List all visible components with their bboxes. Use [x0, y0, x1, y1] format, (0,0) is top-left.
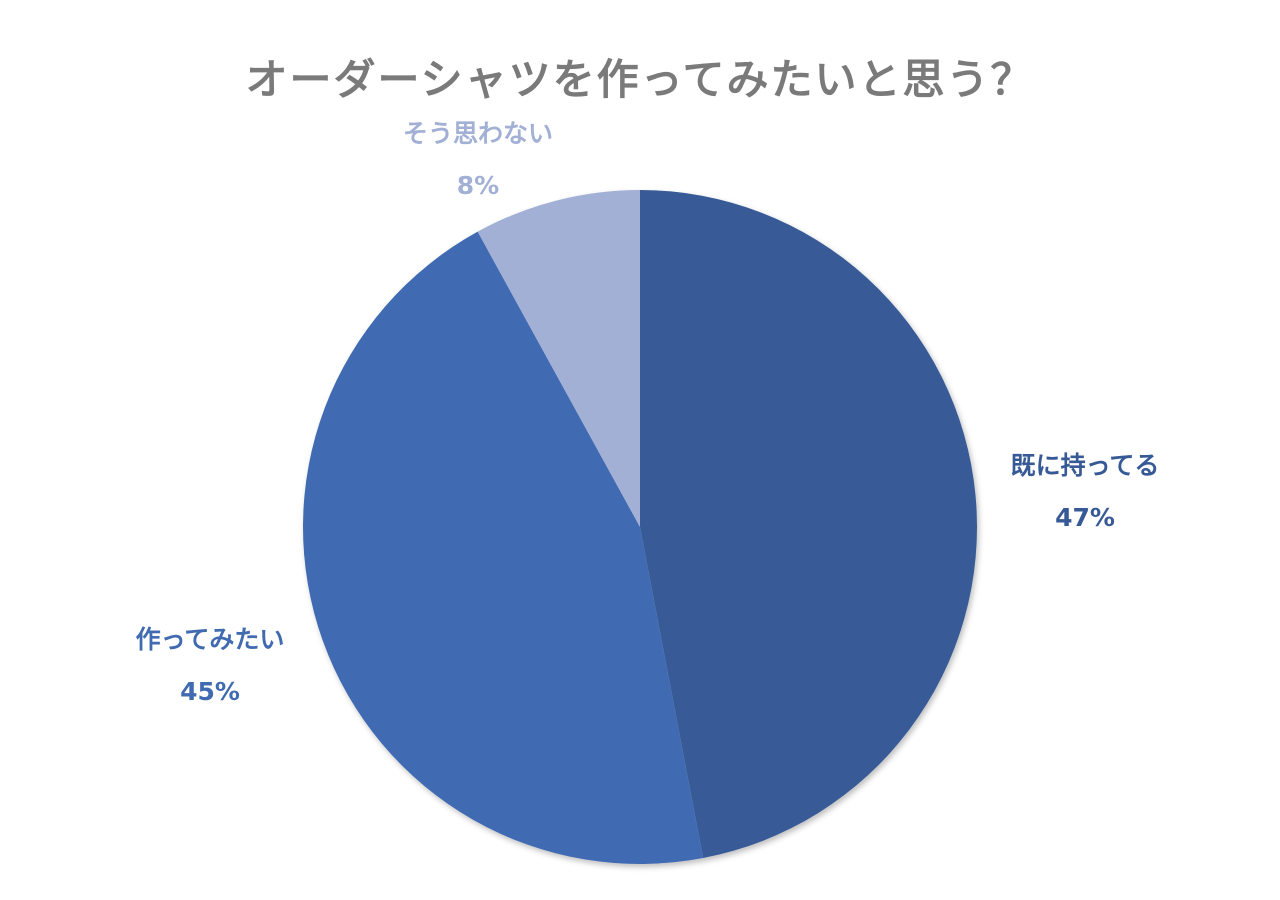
slice-do-not-think-so [477, 190, 640, 527]
slice-already-own [640, 190, 978, 859]
slice-percent: 8% [456, 171, 500, 200]
slice-name: そう思わない [402, 119, 553, 148]
slice-percent: 47% [1055, 503, 1115, 532]
slice-name: 既に持ってる [1010, 451, 1160, 480]
slice-label-do-not-think-so: そう思わない 8% [388, 108, 568, 212]
slice-label-already-own: 既に持ってる 47% [995, 440, 1175, 544]
slice-label-want-to-make: 作ってみたい 45% [120, 614, 300, 718]
slice-name: 作ってみたい [135, 625, 285, 654]
slice-percent: 45% [180, 677, 240, 706]
chart-title: オーダーシャツを作ってみたいと思う？ [245, 55, 1035, 104]
slice-want-to-make [302, 231, 704, 865]
